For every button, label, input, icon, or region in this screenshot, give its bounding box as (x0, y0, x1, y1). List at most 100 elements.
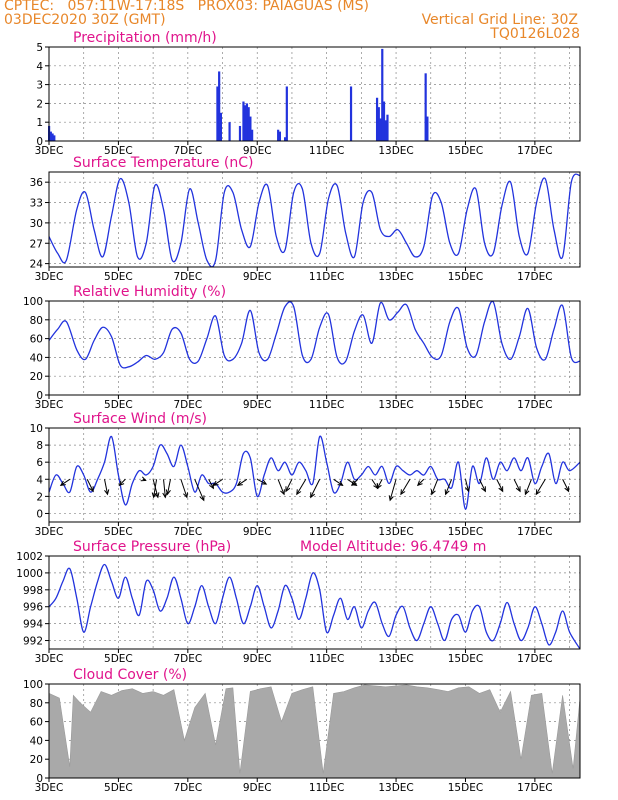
panel-4-wind-arrowhead (212, 480, 219, 486)
panel-4-wind-arrow (166, 479, 171, 495)
panel-4-wind-arrowhead (151, 492, 157, 499)
panel-5-title: Surface Pressure (hPa) (73, 539, 231, 555)
panel-4-wind-arrow (535, 479, 546, 495)
panel-4-wind-arrow (562, 479, 570, 492)
panel-4-wind-arrow (513, 479, 521, 492)
panel-3-ytick-label: 100 (23, 296, 43, 308)
panel-1-ytick-label: 1 (36, 117, 43, 129)
panel-4-wind-arrow (400, 479, 411, 495)
panel-4-ytick-label: 6 (36, 457, 43, 469)
panel-1-bar (238, 125, 242, 141)
header-model-id: TQ0126L028 (490, 26, 580, 42)
panel-6-xtick-label: 15DEC (448, 782, 483, 794)
panel-4-wind-arrow (296, 479, 307, 495)
panel-4-wind-arrowhead (351, 480, 357, 487)
panel-4-wind-arrow (285, 479, 293, 492)
panel-1-ytick-label: 0 (36, 136, 43, 148)
panel-2-xtick-label: 3DEC (35, 271, 64, 283)
panel-6-xtick-label: 9DEC (243, 782, 272, 794)
panel-1-bar (219, 112, 222, 141)
panel-4-wind-arrow (431, 479, 439, 495)
panel-3-ytick-label: 0 (36, 390, 43, 402)
panel-4-wind-arrowhead (524, 489, 530, 496)
panel-4-wind-arrowhead (310, 492, 316, 499)
panel-3-ytick-label: 80 (30, 315, 43, 327)
panel-4-wind-arrow (445, 479, 453, 495)
panel-4-wind-arrowhead (59, 480, 66, 486)
panel-6-ytick-label: 60 (30, 717, 43, 729)
panel-3-xtick-label: 9DEC (243, 399, 272, 411)
panel-3-xtick-label: 17DEC (517, 399, 552, 411)
panel-4-wind-arrow (213, 478, 223, 486)
panel-5-ytick-label: 992 (23, 636, 43, 648)
panel-4-wind-arrowhead (444, 489, 450, 496)
panel-4-wind-arrow (464, 479, 469, 492)
panel-4-xtick-label: 17DEC (517, 526, 552, 538)
panel-4-wind-arrowhead (564, 486, 570, 493)
panel-4-wind-arrowhead (416, 480, 423, 487)
panel-1-bar (382, 101, 386, 141)
panel-4-wind-arrowhead (236, 480, 243, 486)
panel-4-wind-arrow (194, 479, 205, 501)
panel-6-frame (48, 683, 581, 779)
panel-4-wind-arrowhead (515, 486, 521, 493)
panel-4-wind-arrow (371, 478, 379, 489)
panel-5-ytick-label: 1002 (16, 551, 43, 563)
panel-1-bar (51, 133, 54, 141)
panel-3-xtick-label: 7DEC (173, 399, 202, 411)
panel-1-bar (245, 103, 249, 141)
panel-5-xtick-label: 7DEC (173, 653, 202, 665)
panel-6-title: Cloud Cover (%) (73, 667, 187, 683)
panel-3-xtick-label: 5DEC (104, 399, 133, 411)
panel-1-bar (247, 107, 250, 141)
panel-2-frame (48, 171, 581, 268)
panel-4-wind-arrow (310, 479, 321, 498)
panel-1-bar (244, 105, 247, 141)
panel-4-wind-arrowhead (296, 489, 302, 496)
panel-4-wind-arrow (104, 479, 109, 495)
panel-1-bar (285, 86, 288, 141)
panel-4-wind-arrowhead (165, 489, 171, 496)
panel-1-bar (242, 101, 245, 141)
panel-3-ytick-label: 60 (30, 334, 43, 346)
panel-2-xtick-label: 13DEC (378, 271, 413, 283)
panel-6-xtick-label: 3DEC (35, 782, 64, 794)
panel-2-ytick-label: 33 (30, 198, 43, 210)
panel-1-bar (249, 116, 252, 141)
panel-3-frame (48, 300, 581, 396)
panel-4-wind-arrowhead (400, 489, 406, 496)
panel-1-xtick-label: 11DEC (309, 145, 344, 157)
panel-4-wind-arrow (496, 479, 504, 492)
panel-2-xtick-label: 15DEC (448, 271, 483, 283)
panel-3-title: Relative Humidity (%) (73, 284, 226, 300)
panel-4-wind-arrowhead (280, 489, 285, 496)
panel-5-xtick-label: 3DEC (35, 653, 64, 665)
panel-1-bar (386, 114, 389, 141)
panel-1-bar (277, 129, 280, 141)
panel-1-xtick-label: 15DEC (448, 145, 483, 157)
panel-1-bar (216, 86, 219, 141)
panel-4-wind-arrow (333, 478, 343, 486)
panel-4-series-line (48, 435, 581, 510)
panel-1-ytick-label: 5 (36, 42, 43, 54)
panel-4-wind-arrowhead (430, 489, 436, 496)
panel-4-title: Surface Wind (m/s) (73, 411, 207, 427)
panel-4-wind-arrow (389, 479, 397, 501)
panel-5-xtick-label: 15DEC (448, 653, 483, 665)
panel-1-xtick-label: 5DEC (104, 145, 133, 157)
panel-1-bar (381, 48, 384, 141)
panel-5-xtick-label: 13DEC (378, 653, 413, 665)
panel-4-wind-arrow (208, 479, 214, 489)
panel-1-bar (218, 71, 221, 141)
panel-4-xtick-label: 11DEC (309, 526, 344, 538)
panel-1-xtick-label: 9DEC (243, 145, 272, 157)
panel-4-wind-arrowhead (464, 486, 470, 493)
panel-3-xtick-label: 11DEC (309, 399, 344, 411)
panel-1-bar (379, 118, 382, 141)
panel-4-wind-arrowhead (337, 480, 344, 486)
panel-4-wind-arrow (86, 479, 94, 492)
header-grid-note: Vertical Grid Line: 30Z (421, 12, 578, 28)
panel-5-xtick-label: 9DEC (243, 653, 272, 665)
panel-4-wind-arrowhead (535, 489, 541, 496)
panel-5-frame (48, 555, 581, 650)
